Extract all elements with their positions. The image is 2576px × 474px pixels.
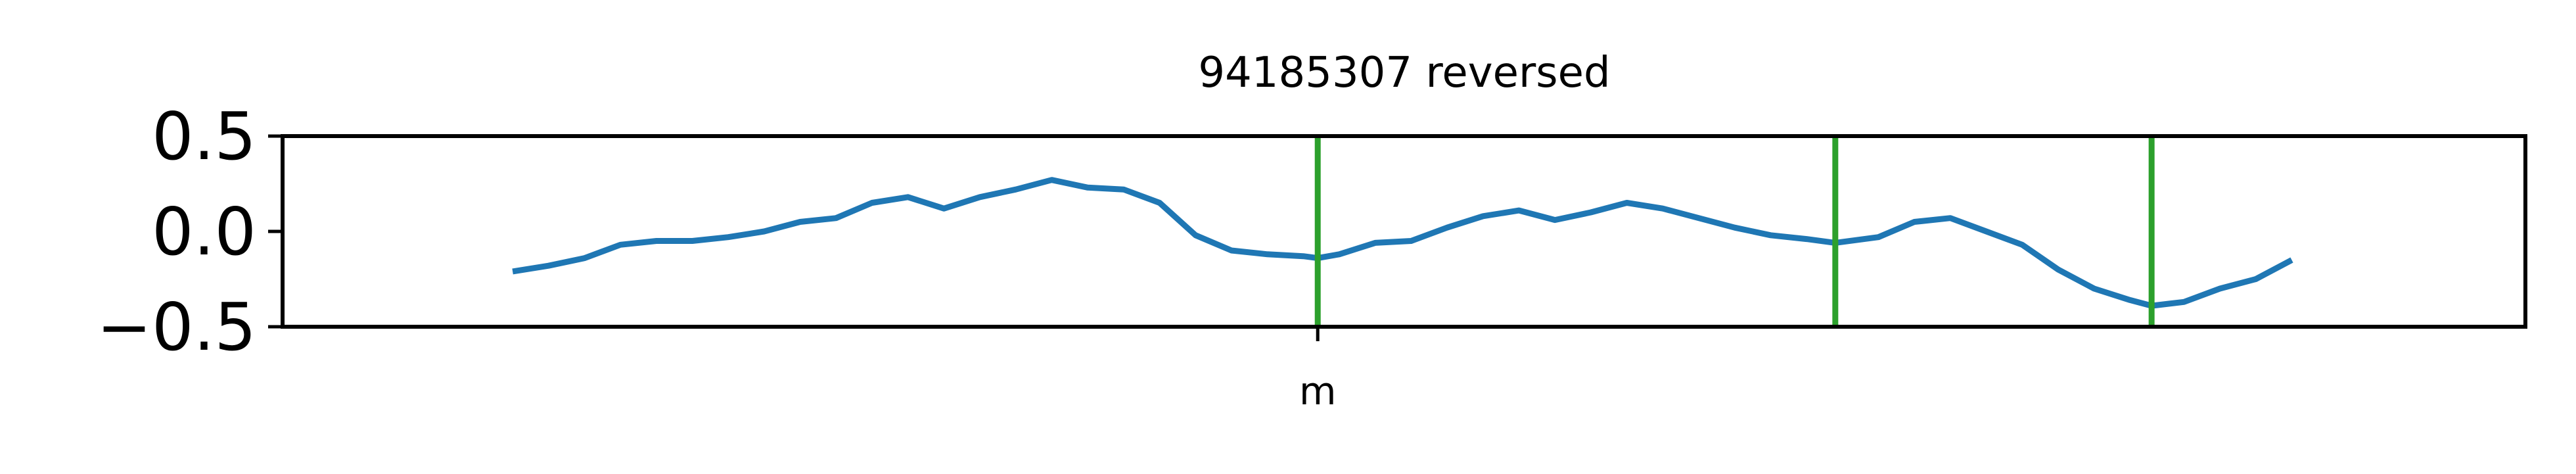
y-tick-label: 0.0 — [152, 193, 256, 270]
y-tick-label: −0.5 — [97, 289, 256, 366]
series-line-0 — [512, 177, 2293, 309]
chart-title: 94185307 reversed — [1198, 49, 1610, 97]
x-tick-label: m — [1299, 369, 1337, 414]
plot-area — [512, 136, 2293, 327]
y-axis: 0.5 0.0 −0.5 — [97, 98, 283, 366]
y-tick-label: 0.5 — [152, 98, 256, 175]
x-axis: m — [1299, 327, 1337, 414]
